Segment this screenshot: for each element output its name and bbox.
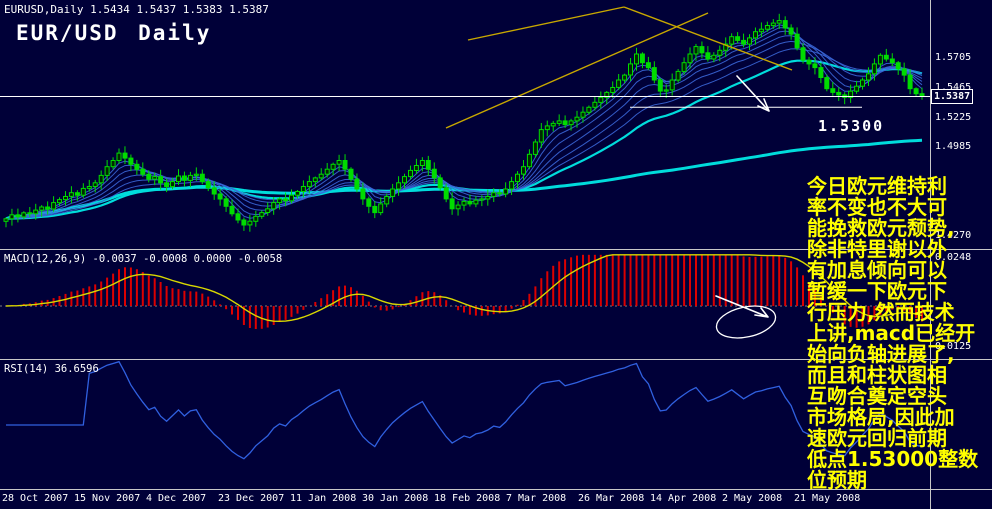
analysis-note-line: 速欧元回归前期 xyxy=(807,426,947,450)
date-axis-label: 7 Mar 2008 xyxy=(506,493,567,504)
rsi-indicator-label: RSI(14) 36.6596 xyxy=(4,363,99,375)
analysis-note-line: 位预期 xyxy=(807,468,867,492)
trendlines xyxy=(445,6,793,129)
macd-indicator-label: MACD(12,26,9) -0.0037 -0.0008 0.0000 -0.… xyxy=(4,253,283,265)
price-axis-label: 1.5225 xyxy=(935,112,972,123)
analysis-note-line: 能挽救欧元颓势, xyxy=(807,216,955,240)
analysis-note-line: 率不变也不大可 xyxy=(807,195,947,219)
level-lines xyxy=(0,96,930,108)
analysis-note-line: 低点1.53000整数 xyxy=(807,447,979,471)
date-axis-label: 14 Apr 2008 xyxy=(650,493,717,504)
analysis-note-line: 行压力,然而技术 xyxy=(807,300,955,324)
date-axis-label: 2 May 2008 xyxy=(722,493,783,504)
macd-signal-line xyxy=(5,254,923,323)
analysis-note-line: 始向负轴进展了, xyxy=(807,342,955,366)
date-axis-label: 28 Oct 2007 xyxy=(2,493,69,504)
price-axis-label: 1.5465 xyxy=(935,82,972,93)
analysis-note-line: 市场格局,因此加 xyxy=(807,405,955,429)
date-axis-label: 23 Dec 2007 xyxy=(218,493,285,504)
date-axis-label: 4 Dec 2007 xyxy=(146,493,207,504)
date-axis-label: 18 Feb 2008 xyxy=(434,493,501,504)
analysis-note-line: 今日欧元维持利 xyxy=(807,174,947,198)
analysis-note-line: 除非特里谢以外 xyxy=(807,237,947,261)
macd-ellipse-annotation xyxy=(715,305,777,339)
analysis-note-line: 互吻合奠定空头 xyxy=(807,384,947,408)
date-axis-label: 26 Mar 2008 xyxy=(578,493,645,504)
date-axis-label: 21 May 2008 xyxy=(794,493,861,504)
macd-axis-label: 0.0248 xyxy=(935,252,972,263)
candlestick-series xyxy=(3,13,925,232)
analysis-note-line: 上讲,macd已经开 xyxy=(807,321,976,345)
annotation-marks xyxy=(715,75,777,339)
macd-histogram xyxy=(10,254,923,329)
chart-watermark: EUR/USD Daily xyxy=(16,21,212,45)
rsi-line xyxy=(6,360,923,460)
symbol-info: EURUSD,Daily 1.5434 1.5437 1.5383 1.5387 xyxy=(4,3,269,16)
macd-axis-label: 0.0125 xyxy=(935,341,972,352)
analysis-note-line: 暂缓一下欧元下 xyxy=(807,279,947,303)
slow-moving-averages xyxy=(5,59,923,221)
price-axis-label: 1.5705 xyxy=(935,52,972,63)
analysis-note-line: 而且和柱状图相 xyxy=(807,363,947,387)
analysis-note-line: 有加息倾向可以 xyxy=(807,258,947,282)
price-axis-label: 1.4985 xyxy=(935,141,972,152)
support-level-label: 1.5300 xyxy=(818,117,885,135)
current-price-tag: 1.5387 xyxy=(931,89,974,104)
date-axis-label: 11 Jan 2008 xyxy=(290,493,357,504)
date-axis-label: 30 Jan 2008 xyxy=(362,493,429,504)
analysis-note: 今日欧元维持利 率不变也不大可 能挽救欧元颓势, 除非特里谢以外 有加息倾向可以 暂缓一下… xyxy=(807,176,992,491)
price-axis-label: 1.4270 xyxy=(935,230,972,241)
date-axis-label: 15 Nov 2007 xyxy=(74,493,141,504)
